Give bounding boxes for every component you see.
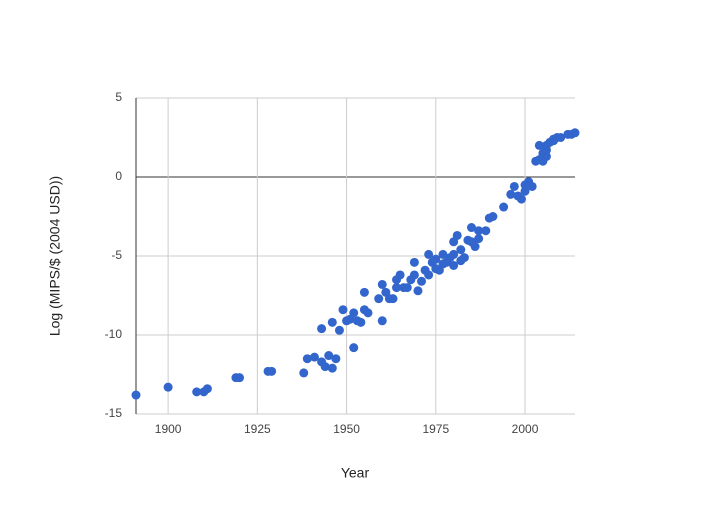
y-tick-label: -5	[111, 248, 122, 262]
x-axis-title: Year	[341, 465, 370, 481]
point	[474, 226, 484, 236]
point	[499, 202, 509, 212]
point	[163, 382, 173, 392]
point	[331, 354, 341, 364]
point	[456, 245, 466, 255]
y-tick-label: -10	[105, 327, 123, 341]
point	[413, 286, 423, 296]
point	[509, 181, 519, 191]
point	[424, 270, 434, 280]
point	[474, 234, 484, 244]
point	[320, 362, 330, 372]
point	[417, 276, 427, 286]
point	[438, 249, 448, 259]
x-tick-label: 1975	[422, 422, 449, 436]
point	[388, 294, 398, 304]
point	[374, 294, 384, 304]
point	[338, 305, 348, 315]
point	[356, 317, 366, 327]
point	[570, 128, 580, 138]
point	[327, 363, 337, 373]
point	[395, 270, 405, 280]
point	[235, 373, 245, 383]
x-tick-label: 1925	[244, 422, 271, 436]
point	[520, 186, 530, 196]
point	[470, 242, 480, 252]
x-tick-label: 1900	[155, 422, 182, 436]
point	[527, 181, 537, 191]
point	[349, 308, 359, 318]
point	[302, 354, 312, 364]
point	[481, 226, 491, 236]
point	[431, 254, 441, 264]
point	[466, 223, 476, 233]
point	[449, 260, 459, 270]
point	[317, 324, 327, 334]
point	[556, 133, 566, 142]
point	[488, 212, 498, 221]
point	[309, 352, 319, 362]
grid: -15 -10 -5 0 5 1900 1925 1950 1975 2000	[105, 90, 575, 436]
point	[202, 384, 212, 394]
point	[334, 325, 344, 335]
point	[409, 270, 419, 280]
point	[299, 368, 309, 378]
point	[424, 249, 434, 259]
point	[377, 279, 387, 289]
point	[377, 316, 387, 326]
point	[267, 366, 277, 376]
point	[392, 283, 402, 293]
point	[363, 308, 373, 318]
x-tick-label: 2000	[512, 422, 539, 436]
y-tick-label: -15	[105, 406, 123, 420]
point	[541, 151, 551, 161]
marks	[131, 128, 580, 400]
x-tick-label: 1950	[333, 422, 360, 436]
point	[131, 390, 141, 400]
point	[516, 194, 526, 204]
point	[349, 343, 359, 353]
point	[192, 387, 202, 397]
point	[506, 189, 516, 199]
point	[459, 253, 469, 263]
y-tick-label: 5	[115, 90, 122, 104]
point	[452, 230, 462, 240]
point	[534, 140, 544, 150]
point	[402, 283, 412, 293]
point	[359, 287, 369, 297]
point	[449, 249, 459, 259]
point	[327, 317, 337, 327]
y-tick-label: 0	[115, 169, 122, 183]
point	[409, 257, 419, 267]
y-axis-title: Log (MIPS/$ (2004 USD))	[47, 176, 63, 336]
point	[324, 351, 334, 361]
